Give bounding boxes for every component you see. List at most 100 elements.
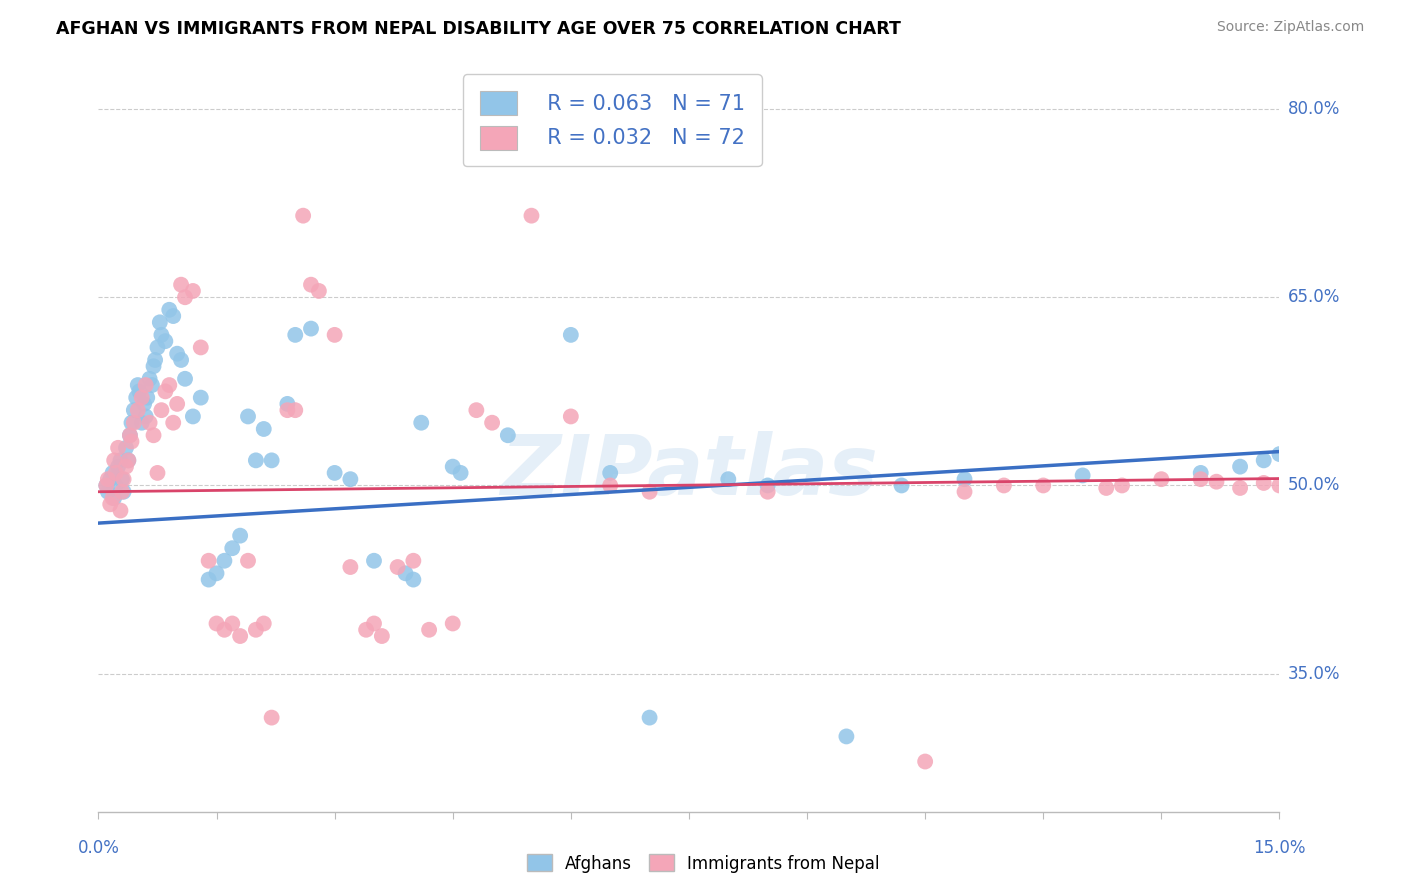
Point [135, 378, 157, 392]
Point [131, 391, 153, 405]
Point [245, 623, 267, 637]
Text: 65.0%: 65.0% [1288, 288, 1340, 306]
Point [131, 416, 153, 430]
Point [170, 353, 193, 368]
Point [121, 434, 143, 449]
Point [890, 478, 912, 492]
Point [253, 422, 276, 436]
Point [214, 554, 236, 568]
Point [115, 459, 138, 474]
Point [127, 378, 149, 392]
Point [638, 484, 661, 499]
Point [411, 416, 433, 430]
Point [136, 391, 159, 405]
Point [149, 315, 172, 329]
Point [394, 566, 416, 581]
Point [150, 327, 173, 342]
Point [299, 277, 322, 292]
Point [1189, 472, 1212, 486]
Point [190, 391, 212, 405]
Point [162, 416, 184, 430]
Point [1032, 478, 1054, 492]
Point [1205, 475, 1227, 489]
Point [229, 629, 252, 643]
Point [402, 573, 425, 587]
Point [450, 466, 472, 480]
Point [371, 629, 394, 643]
Point [229, 529, 252, 543]
Point [354, 623, 377, 637]
Point [221, 541, 243, 556]
Point [560, 327, 582, 342]
Point [1253, 453, 1275, 467]
Point [260, 710, 283, 724]
Point [1229, 481, 1251, 495]
Text: 80.0%: 80.0% [1288, 100, 1340, 118]
Point [465, 403, 488, 417]
Point [135, 409, 157, 424]
Point [993, 478, 1015, 492]
Legend: Afghans, Immigrants from Nepal: Afghans, Immigrants from Nepal [520, 847, 886, 880]
Point [560, 409, 582, 424]
Point [162, 309, 184, 323]
Point [1268, 478, 1291, 492]
Point [127, 403, 149, 417]
Point [1150, 472, 1173, 486]
Point [236, 409, 259, 424]
Point [96, 478, 118, 492]
Point [122, 403, 145, 417]
Point [181, 409, 204, 424]
Point [117, 453, 139, 467]
Point [717, 472, 740, 486]
Text: 35.0%: 35.0% [1288, 665, 1340, 682]
Point [339, 560, 361, 574]
Point [236, 554, 259, 568]
Point [339, 472, 361, 486]
Point [1071, 468, 1094, 483]
Point [197, 554, 219, 568]
Point [1189, 466, 1212, 480]
Point [221, 616, 243, 631]
Point [496, 428, 519, 442]
Text: 0.0%: 0.0% [77, 839, 120, 857]
Point [98, 497, 121, 511]
Point [363, 616, 385, 631]
Point [96, 478, 118, 492]
Point [128, 384, 150, 399]
Point [1229, 459, 1251, 474]
Point [418, 623, 440, 637]
Point [101, 491, 124, 505]
Point [284, 327, 307, 342]
Point [155, 384, 177, 399]
Point [142, 359, 165, 374]
Point [146, 466, 169, 480]
Point [441, 459, 464, 474]
Point [155, 334, 177, 348]
Point [150, 403, 173, 417]
Text: 50.0%: 50.0% [1288, 476, 1340, 494]
Point [387, 560, 409, 574]
Text: Source: ZipAtlas.com: Source: ZipAtlas.com [1216, 20, 1364, 34]
Point [292, 209, 315, 223]
Point [110, 453, 132, 467]
Point [1095, 481, 1118, 495]
Point [112, 484, 135, 499]
Point [138, 372, 160, 386]
Point [253, 616, 276, 631]
Point [141, 378, 163, 392]
Point [1268, 447, 1291, 461]
Point [143, 353, 166, 368]
Point [323, 466, 346, 480]
Point [299, 321, 322, 335]
Point [157, 302, 180, 317]
Point [276, 403, 298, 417]
Point [245, 453, 267, 467]
Point [599, 466, 621, 480]
Point [97, 472, 120, 486]
Point [308, 284, 330, 298]
Point [756, 478, 779, 492]
Point [104, 466, 127, 480]
Point [107, 441, 129, 455]
Point [166, 347, 188, 361]
Point [115, 441, 138, 455]
